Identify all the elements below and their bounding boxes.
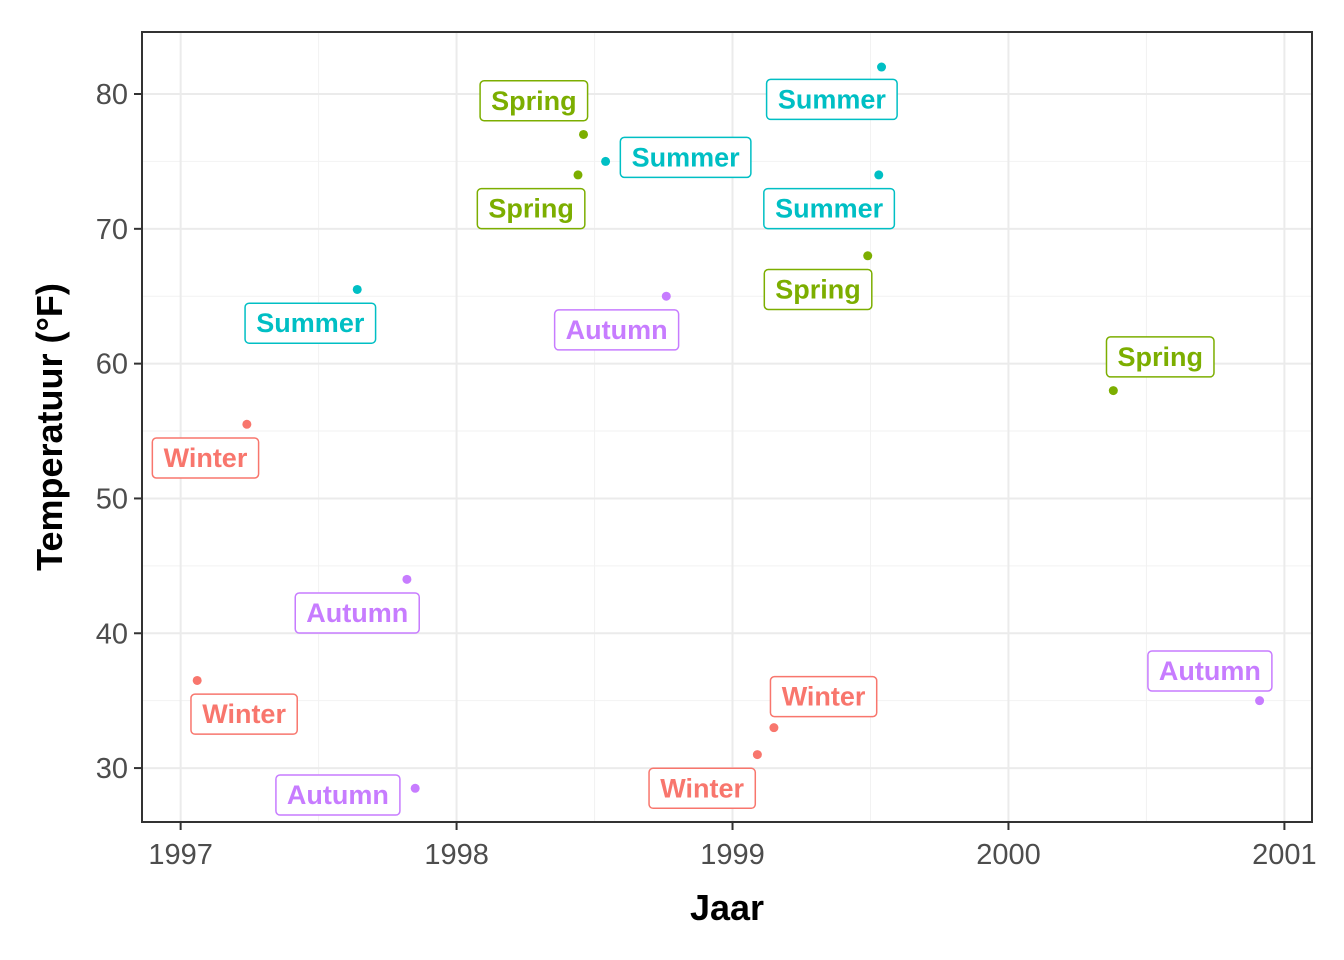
data-point-winter: [242, 419, 252, 429]
plot-border: [141, 31, 1313, 823]
data-point-spring: [1108, 386, 1118, 396]
y-tick-label: 70: [96, 214, 128, 246]
y-tick-label: 30: [96, 753, 128, 785]
point-label-autumn: Autumn: [275, 774, 401, 816]
x-tick-label: 1998: [424, 839, 489, 871]
y-tick-label: 40: [96, 618, 128, 650]
x-axis-title: Jaar: [690, 887, 764, 928]
label-box: [648, 767, 757, 810]
x-tick-label: 1997: [148, 839, 213, 871]
label-text: Summer: [775, 194, 884, 224]
x-tick-label: 2000: [976, 839, 1041, 871]
point-label-spring: Spring: [763, 268, 873, 311]
label-text: Spring: [775, 274, 861, 304]
label-box: [1147, 650, 1273, 692]
x-axis: 1997 1998 1999 2000 2001: [148, 822, 1317, 871]
point-label-summer: Summer: [765, 78, 898, 121]
data-point-winter: [769, 723, 779, 733]
label-text: Winter: [202, 699, 286, 729]
y-tick-label: 80: [96, 79, 128, 111]
point-label-spring: Spring: [476, 187, 586, 230]
y-axis: 30 40 50 60 70 80: [96, 79, 142, 785]
point-label-winter: Winter: [190, 693, 298, 735]
label-box: [769, 675, 878, 718]
point-label-winter: Winter: [151, 437, 260, 479]
data-point-winter: [192, 675, 202, 685]
data-point-summer: [874, 170, 884, 180]
label-box: [294, 592, 420, 634]
label-box: [476, 187, 586, 230]
point-label-summer: Summer: [619, 136, 752, 179]
x-tick-label: 1999: [700, 839, 765, 871]
y-axis-title: Temperatuur (°F): [29, 283, 70, 571]
label-box: [553, 309, 680, 351]
data-point-summer: [601, 156, 611, 166]
label-text: Autumn: [1159, 656, 1261, 686]
label-box: [763, 268, 873, 311]
label-box: [765, 78, 898, 121]
point-label-autumn: Autumn: [553, 309, 680, 351]
label-text: Spring: [1117, 342, 1203, 372]
data-point-autumn: [1255, 696, 1265, 706]
data-point-autumn: [661, 291, 671, 301]
label-text: Winter: [164, 443, 248, 473]
label-box: [479, 80, 589, 122]
label-text: Autumn: [566, 315, 668, 345]
label-box: [619, 136, 752, 179]
data-point-spring: [573, 170, 583, 180]
x-tick-label: 2001: [1252, 839, 1317, 871]
data-point-autumn: [402, 574, 412, 584]
label-text: Spring: [491, 86, 577, 116]
point-label-autumn: Autumn: [1147, 650, 1273, 692]
data-points: [192, 62, 1265, 793]
label-box: [151, 437, 260, 479]
label-text: Summer: [256, 308, 365, 338]
label-text: Summer: [632, 142, 741, 172]
point-labels: Winter Winter Summer Autumn Autumn Spring Spri…: [151, 78, 1273, 816]
y-tick-label: 60: [96, 349, 128, 381]
point-label-winter: Winter: [648, 767, 757, 810]
data-point-summer: [877, 62, 887, 72]
label-text: Spring: [488, 194, 574, 224]
point-label-summer: Summer: [244, 302, 377, 344]
y-tick-label: 50: [96, 483, 128, 515]
label-box: [244, 302, 377, 344]
point-label-spring: Spring: [479, 80, 589, 122]
point-label-winter: Winter: [769, 675, 878, 718]
label-text: Autumn: [306, 598, 408, 628]
point-label-autumn: Autumn: [294, 592, 420, 634]
label-box: [275, 774, 401, 816]
label-box: [1105, 336, 1215, 378]
data-point-autumn: [410, 783, 420, 793]
label-box: [190, 693, 298, 735]
label-text: Autumn: [287, 780, 389, 810]
data-point-spring: [579, 129, 589, 139]
data-point-spring: [863, 251, 873, 261]
label-text: Summer: [778, 84, 887, 114]
label-box: [763, 187, 896, 230]
data-point-summer: [352, 284, 362, 294]
point-label-spring: Spring: [1105, 336, 1215, 378]
data-point-winter: [752, 750, 762, 760]
label-text: Winter: [660, 773, 744, 803]
point-label-summer: Summer: [763, 187, 896, 230]
label-text: Winter: [782, 682, 866, 712]
